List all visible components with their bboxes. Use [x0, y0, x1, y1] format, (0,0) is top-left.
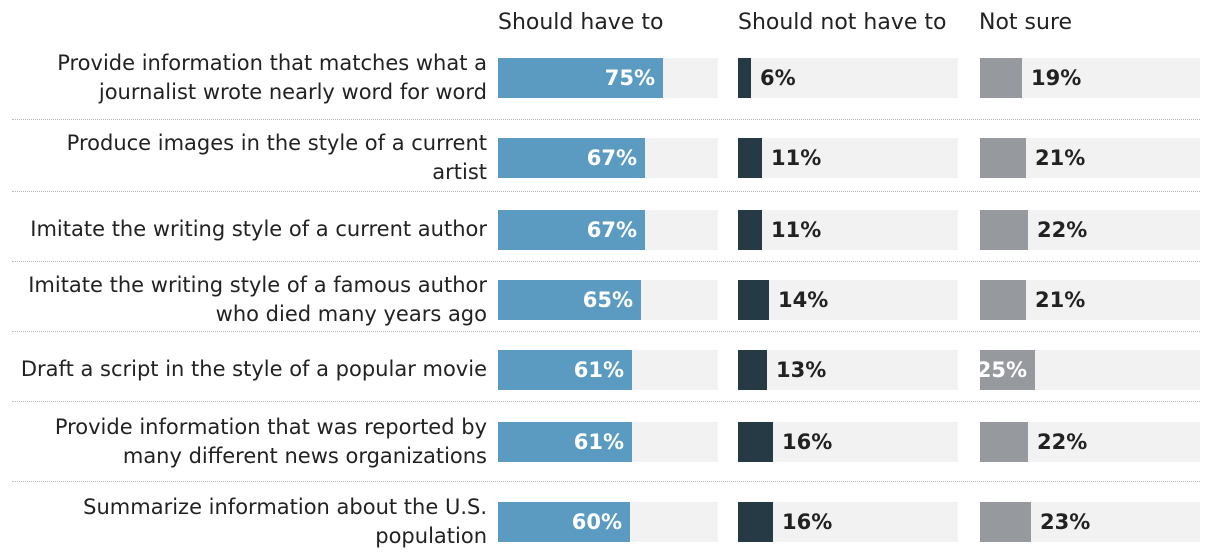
bar-not-sure	[980, 422, 1028, 462]
value-label: 75%	[604, 66, 655, 90]
value-label: 61%	[573, 430, 624, 454]
bar-should-have-to	[498, 350, 632, 390]
bar-should-have-to	[498, 280, 641, 320]
value-label: 19%	[1031, 66, 1082, 90]
row-label: Imitate the writing style of a famous au…	[28, 273, 487, 326]
row-separator	[12, 191, 1200, 192]
value-label: 23%	[1040, 510, 1091, 534]
bar-track-not-sure: 25%	[976, 350, 1200, 390]
bar-track-should-have-to: 61%	[498, 422, 718, 462]
bar-track-not-sure: 22%	[980, 422, 1200, 462]
bar-track-should-have-to: 67%	[498, 210, 718, 250]
bar-should-have-to	[498, 210, 645, 250]
bar-should-have-to	[498, 58, 663, 98]
bar-track-not-sure: 19%	[980, 58, 1200, 98]
bar-not-sure	[980, 58, 1022, 98]
bar-track-should-not-have-to: 13%	[738, 350, 958, 390]
bar-not-sure	[980, 502, 1031, 542]
bar-should-not-have-to	[738, 58, 751, 98]
bar-should-not-have-to	[738, 210, 762, 250]
value-label: 14%	[778, 288, 829, 312]
bar-track-should-have-to: 61%	[498, 350, 718, 390]
row-label: Produce images in the style of a current…	[66, 131, 487, 184]
bar-not-sure	[980, 138, 1026, 178]
row-separator	[12, 261, 1200, 262]
bar-not-sure	[980, 350, 1035, 390]
value-label: 61%	[573, 358, 624, 382]
bar-track-should-not-have-to: 16%	[738, 502, 958, 542]
bar-track-should-have-to: 67%	[498, 138, 718, 178]
row-label: Imitate the writing style of a current a…	[30, 217, 487, 241]
value-label: 16%	[782, 430, 833, 454]
row-separator	[12, 331, 1200, 332]
value-label: 67%	[586, 218, 637, 242]
bar-track-should-not-have-to: 11%	[738, 210, 958, 250]
bar-should-not-have-to	[738, 350, 767, 390]
value-label: 21%	[1035, 288, 1086, 312]
value-label: 65%	[582, 288, 633, 312]
bar-not-sure	[980, 210, 1028, 250]
value-label: 16%	[782, 510, 833, 534]
row-separator	[12, 401, 1200, 402]
value-label: 11%	[771, 146, 822, 170]
bar-should-not-have-to	[738, 422, 773, 462]
bar-track-should-not-have-to: 16%	[738, 422, 958, 462]
bar-should-have-to	[498, 502, 630, 542]
bar-track-should-have-to: 75%	[498, 58, 718, 98]
row-label: Summarize information about the U.S. pop…	[83, 495, 487, 548]
bar-track-not-sure: 23%	[980, 502, 1200, 542]
value-label: 22%	[1037, 430, 1088, 454]
value-label: 25%	[976, 358, 1027, 382]
bar-track-not-sure: 21%	[980, 138, 1200, 178]
bar-track-should-not-have-to: 11%	[738, 138, 958, 178]
value-label: 67%	[586, 146, 637, 170]
bar-should-have-to	[498, 422, 632, 462]
bar-track-not-sure: 21%	[980, 280, 1200, 320]
row-label: Provide information that was reported by…	[54, 415, 487, 468]
value-label: 21%	[1035, 146, 1086, 170]
bar-track-should-not-have-to: 14%	[738, 280, 958, 320]
value-label: 11%	[771, 218, 822, 242]
value-label: 6%	[760, 66, 796, 90]
bar-track-should-have-to: 60%	[498, 502, 718, 542]
column-header-should-not-have-to: Should not have to	[738, 10, 947, 35]
column-header-should-have-to: Should have to	[498, 10, 664, 35]
bar-not-sure	[980, 280, 1026, 320]
bar-track-not-sure: 22%	[980, 210, 1200, 250]
bar-track-should-not-have-to: 6%	[738, 58, 958, 98]
bar-should-not-have-to	[738, 280, 769, 320]
row-label: Provide information that matches what a …	[57, 51, 487, 104]
column-header-not-sure: Not sure	[979, 10, 1073, 35]
bar-should-not-have-to	[738, 138, 762, 178]
row-separator	[12, 481, 1200, 482]
bar-track-should-have-to: 65%	[498, 280, 718, 320]
row-label: Draft a script in the style of a popular…	[20, 357, 487, 381]
row-separator	[12, 119, 1200, 120]
value-label: 13%	[776, 358, 827, 382]
value-label: 60%	[571, 510, 622, 534]
value-label: 22%	[1037, 218, 1088, 242]
bar-should-have-to	[498, 138, 645, 178]
bar-should-not-have-to	[738, 502, 773, 542]
